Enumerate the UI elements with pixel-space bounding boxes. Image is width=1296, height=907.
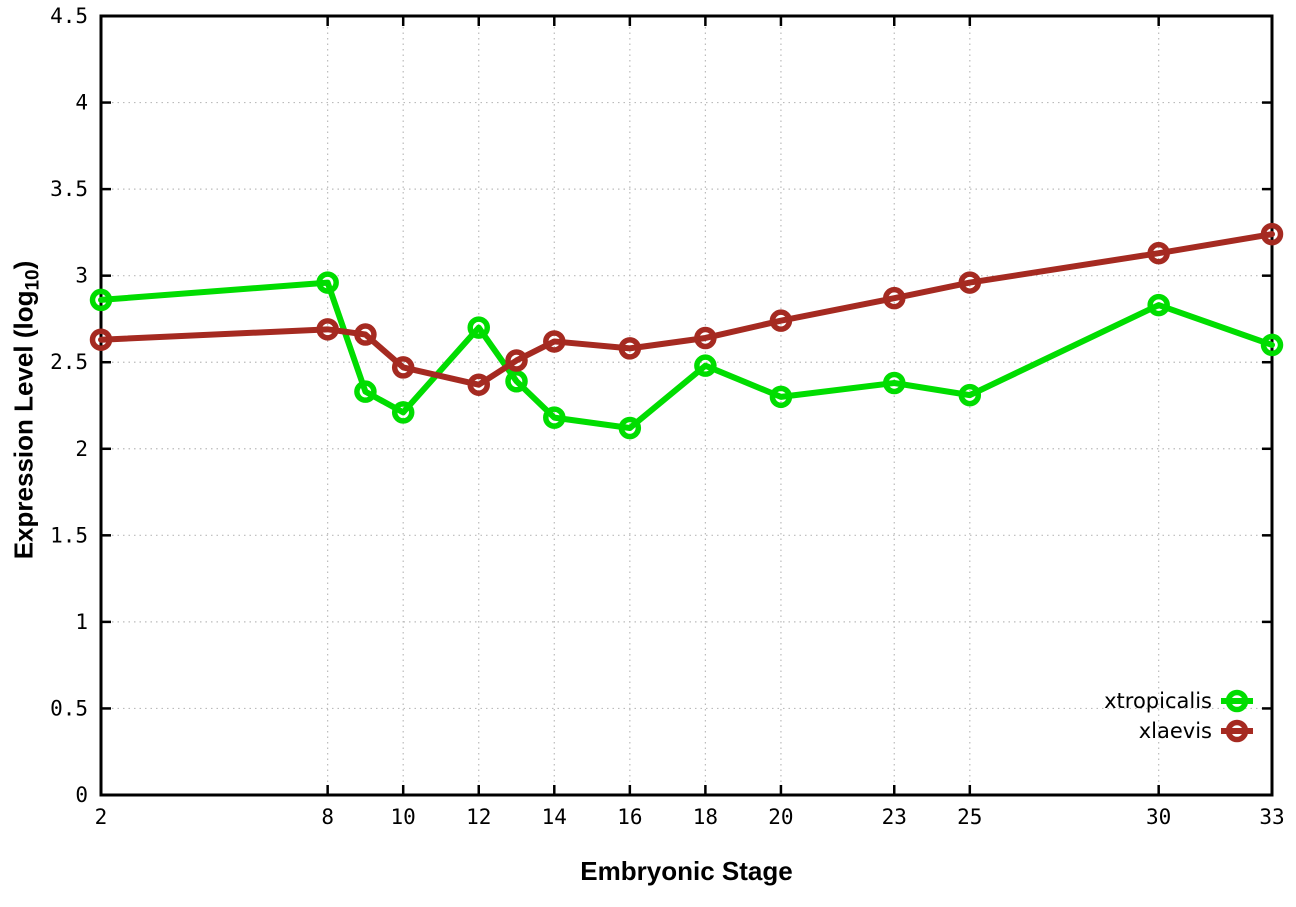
x-tick-label: 12: [466, 805, 491, 829]
x-tick-label: 23: [882, 805, 907, 829]
data-point-xtropicalis: [694, 354, 717, 377]
data-point-xlaevis: [543, 330, 566, 353]
data-point-xlaevis: [618, 337, 642, 360]
x-tick-label: 8: [321, 805, 334, 829]
legend-marker-xlaevis: [1225, 719, 1249, 743]
data-point-xtropicalis: [354, 380, 377, 403]
plot-border: [99, 14, 1274, 797]
y-axis-title-close: ): [8, 260, 39, 270]
y-tick-label: 0: [75, 783, 88, 807]
data-point-xtropicalis: [467, 316, 490, 339]
legend-label-xtropicalis: xtropicalis: [1104, 689, 1212, 713]
legend-marker-xtropicalis: [1225, 689, 1249, 713]
data-point-xtropicalis: [505, 370, 528, 393]
data-point-xtropicalis: [543, 406, 566, 429]
data-point-xtropicalis: [769, 385, 793, 409]
y-tick-label: 0.5: [50, 696, 88, 720]
series-line-xtropicalis: [98, 279, 1275, 432]
data-point-xtropicalis: [89, 288, 113, 312]
data-point-xtropicalis: [1147, 293, 1170, 317]
y-tick-label: 4: [75, 91, 88, 115]
data-point-xtropicalis: [316, 271, 339, 294]
x-tick-label: 16: [617, 805, 642, 829]
y-tick-label: 4.5: [50, 4, 88, 28]
y-tick-label: 1.5: [50, 523, 88, 547]
grid-lines: [100, 15, 1273, 796]
data-point-xtropicalis: [1260, 333, 1284, 357]
data-point-xlaevis: [89, 328, 113, 351]
data-point-xlaevis: [505, 349, 528, 372]
data-point-xlaevis: [883, 286, 906, 310]
y-tick-label: 3: [75, 264, 88, 288]
y-tick-label: 3.5: [50, 177, 88, 201]
x-tick-label: 10: [391, 805, 416, 829]
x-tick-label: 33: [1259, 805, 1284, 829]
x-tick-label: 25: [957, 805, 982, 829]
data-point-xlaevis: [467, 373, 490, 396]
data-point-xtropicalis: [391, 401, 415, 424]
data-point-xlaevis: [1260, 222, 1284, 246]
legend-label-xlaevis: xlaevis: [1139, 719, 1212, 743]
data-point-xlaevis: [354, 323, 377, 346]
y-axis-title: Expression Level (log10): [9, 21, 49, 800]
x-axis-title: Embryonic Stage: [580, 856, 793, 886]
data-point-xtropicalis: [883, 371, 906, 395]
y-tick-label: 2.5: [50, 350, 88, 374]
x-tick-label: 18: [693, 805, 718, 829]
data-point-xlaevis: [958, 271, 982, 294]
series-xlaevis: [89, 222, 1284, 396]
x-tick-label: 14: [542, 805, 567, 829]
data-point-xtropicalis: [618, 416, 642, 440]
y-axis-title-text: Expression Level (log: [8, 290, 39, 560]
series-line-xlaevis: [98, 231, 1275, 388]
x-tick-label: 20: [768, 805, 793, 829]
data-point-xlaevis: [316, 318, 339, 341]
x-tick-label: 30: [1146, 805, 1171, 829]
data-point-xlaevis: [1147, 241, 1170, 265]
x-tick-label: 2: [95, 805, 108, 829]
data-point-xtropicalis: [958, 383, 982, 407]
y-tick-label: 2: [75, 437, 88, 461]
y-tick-labels: 0 0.5 1 1.5 2 2.5 3 3.5 4 4.5: [50, 4, 88, 807]
legend: xtropicalis xlaevis: [1104, 689, 1253, 743]
x-tick-labels: 2 8 10 12 14 16 18 20 23 25 30 33: [95, 805, 1285, 829]
y-tick-label: 1: [75, 610, 88, 634]
tick-marks: [99, 14, 1274, 797]
data-point-xlaevis: [694, 326, 717, 350]
series-xtropicalis: [89, 271, 1284, 440]
data-point-xlaevis: [391, 356, 415, 379]
data-point-xlaevis: [769, 309, 793, 332]
y-axis-title-subscript: 10: [22, 269, 44, 291]
